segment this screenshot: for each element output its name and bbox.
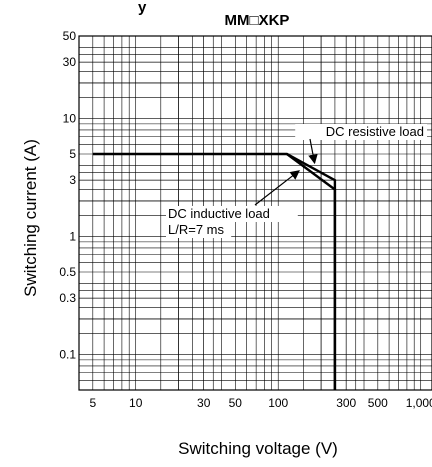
annotation-arrow (308, 138, 318, 165)
annotation-label: DC inductive load (168, 206, 270, 221)
annotations: DC resistive load DC inductive loadL/R=7 … (166, 124, 427, 238)
y-tick-label: 30 (63, 55, 77, 69)
x-tick-label: 30 (197, 396, 211, 410)
series-line (286, 153, 337, 390)
x-tick-label: 1,000 (406, 396, 432, 410)
chart-title-lead: y (138, 0, 147, 16)
y-tick-label: 0.3 (59, 291, 76, 305)
y-tick-label: 3 (69, 173, 76, 187)
annotation-label: DC resistive load (326, 124, 424, 139)
annotation-bg (295, 124, 427, 140)
x-tick-label: 100 (268, 396, 288, 410)
x-tick-label: 300 (336, 396, 356, 410)
x-tick-labels: 5 10 30 50 100 300 500 1,000 (89, 396, 432, 410)
y-tick-labels: 50 30 10 5 3 1 0.5 0.3 0.1 (59, 29, 76, 361)
y-tick-label: 10 (63, 111, 77, 125)
series-lines (92, 152, 337, 390)
annotation-bg (166, 222, 232, 238)
y-tick-label: 1 (69, 229, 76, 243)
x-tick-label: 10 (129, 396, 143, 410)
x-tick-label: 50 (229, 396, 243, 410)
annotation-label: L/R=7 ms (168, 222, 224, 237)
plot-frame (78, 35, 432, 391)
annotation-bg (166, 206, 298, 222)
y-tick-label: 0.5 (59, 265, 76, 279)
x-axis-label: Switching voltage (V) (178, 439, 338, 458)
chart-title: MM□XKP (225, 12, 290, 29)
y-tick-label: 0.1 (59, 347, 76, 361)
annotation-arrow (254, 170, 300, 206)
x-tick-label: 5 (89, 396, 96, 410)
y-axis-label: Switching current (A) (21, 139, 40, 297)
y-tick-label: 50 (63, 29, 77, 43)
y-tick-label: 5 (69, 147, 76, 161)
x-tick-label: 500 (368, 396, 388, 410)
